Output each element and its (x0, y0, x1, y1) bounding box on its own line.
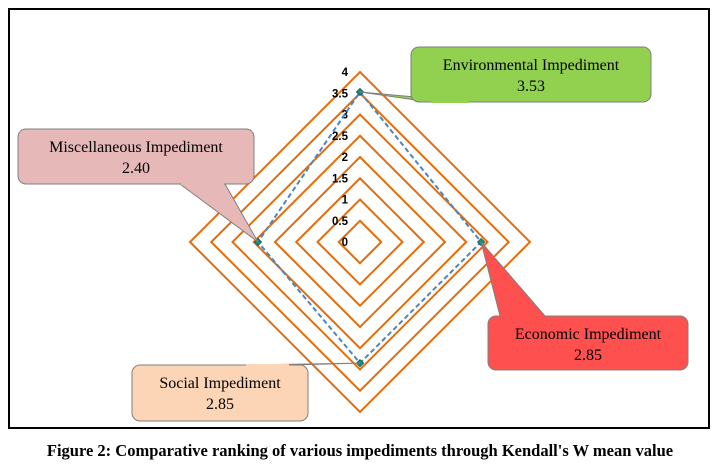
grid-ring-0-5 (337, 219, 383, 265)
tick-label: 1 (342, 195, 349, 207)
callout-box-0 (410, 46, 652, 103)
grid-ring-2-5 (252, 134, 468, 350)
callout-value-label: 3.53 (517, 78, 545, 95)
callout-box-2 (131, 364, 309, 422)
tick-label: 1.5 (332, 173, 349, 185)
callout-value-label: 2.85 (574, 347, 602, 364)
callout-box-1 (487, 315, 689, 371)
callout-value-label: 2.40 (122, 160, 150, 177)
callout-category-label: Economic Impediment (515, 326, 662, 343)
tick-label: 4 (342, 67, 349, 79)
callout-category-label: Environmental Impediment (443, 57, 620, 74)
grid-ring-3-5 (209, 91, 511, 393)
tick-label: 2.5 (332, 131, 349, 143)
callout-pointer-1 (480, 241, 547, 317)
callout-category-label: Social Impediment (159, 375, 281, 392)
grid-ring-1-5 (294, 176, 426, 308)
tick-label: 0.5 (332, 216, 349, 228)
callout-category-label: Miscellaneous Impediment (49, 139, 223, 156)
figure-caption: Figure 2: Comparative ranking of various… (46, 441, 674, 460)
grid-ring-1 (316, 198, 404, 286)
tick-label: 2 (342, 152, 348, 164)
grid-ring-2 (273, 155, 447, 329)
grid-ring-4 (188, 70, 532, 414)
tick-label: 0 (342, 237, 348, 249)
callout-box-3 (17, 128, 255, 185)
callout-value-label: 2.85 (206, 396, 234, 413)
grid-ring-3 (231, 113, 489, 371)
tick-label: 3.5 (332, 88, 349, 100)
